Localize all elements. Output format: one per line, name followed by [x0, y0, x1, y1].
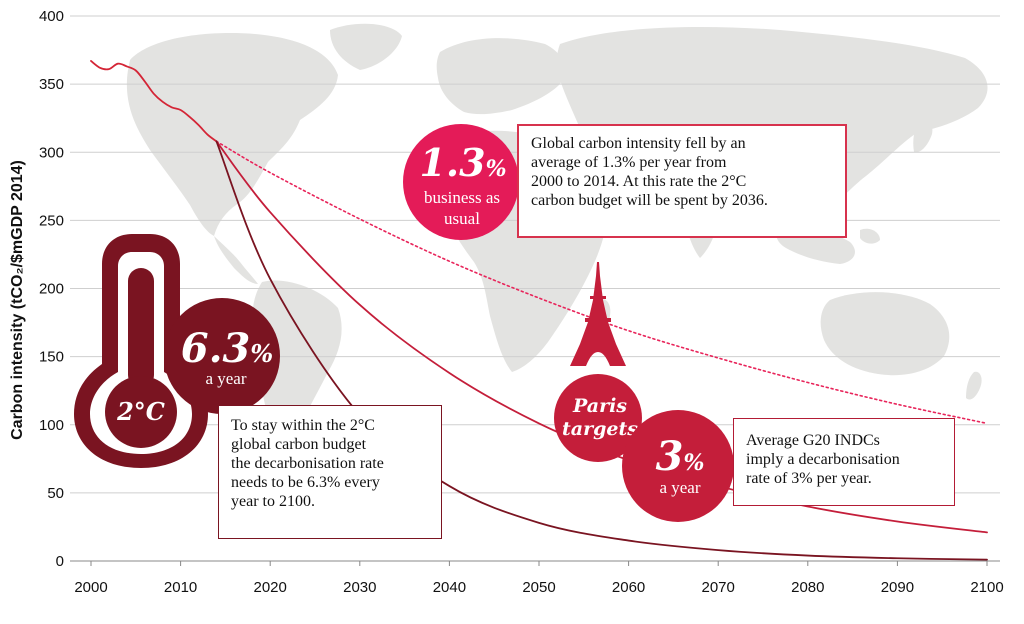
- rate-circle-1-3-value: 1.3%: [419, 140, 506, 185]
- y-tick-label: 300: [39, 144, 64, 161]
- rate-6-3-number: 6.3: [181, 325, 251, 372]
- y-tick-label: 50: [47, 485, 64, 502]
- bau-callout-line: carbon budget will be spent by 2036.: [531, 192, 768, 209]
- x-tick-label: 2090: [881, 579, 914, 596]
- bau-line2: usual: [444, 209, 480, 228]
- rate-circle-3-disc: [622, 410, 734, 522]
- rate-circle-6-3-disc: [164, 298, 280, 414]
- bau-callout-box: Global carbon intensity fell by an avera…: [517, 124, 847, 238]
- two-c-callout-line: To stay within the 2°C: [231, 417, 375, 434]
- eiffel-tower-icon: [570, 262, 626, 366]
- two-c-callout-box: To stay within the 2°C global carbon bud…: [218, 405, 442, 539]
- x-tick-label: 2080: [791, 579, 824, 596]
- x-tick-label: 2060: [612, 579, 645, 596]
- series-two-c-line: [215, 140, 988, 561]
- bau-callout-line: 2000 to 2014. At this rate the 2°C: [531, 173, 747, 190]
- two-c-callout-line: the decarbonisation rate: [231, 455, 384, 472]
- two-c-callout-line: needs to be 6.3% every: [231, 474, 380, 491]
- paris-callout-box: Average G20 INDCs imply a decarbonisatio…: [733, 418, 955, 506]
- rate-circle-6-3: 6.3% a year: [164, 298, 280, 414]
- paris-line1: Paris: [572, 395, 627, 417]
- x-tick-label: 2030: [343, 579, 376, 596]
- two-c-label: 2°C: [116, 397, 165, 426]
- rate-1-3-number: 1.3: [419, 140, 485, 185]
- rate-3-sub: a year: [659, 478, 700, 497]
- paris-callout-line: imply a decarbonisation: [746, 451, 900, 468]
- rate-1-3-percent: %: [486, 156, 507, 182]
- rate-circle-1-3-disc: [403, 124, 519, 240]
- paris-targets-disc: [554, 374, 642, 462]
- rate-6-3-percent: %: [250, 339, 273, 368]
- y-tick-label: 350: [39, 76, 64, 93]
- bau-line1: business as: [424, 188, 500, 207]
- y-tick-label: 150: [39, 349, 64, 366]
- y-tick-label: 250: [39, 212, 64, 229]
- y-tick-label: 100: [39, 417, 64, 434]
- bau-callout-line: average of 1.3% per year from: [531, 154, 727, 171]
- x-tick-label: 2100: [970, 579, 1003, 596]
- thermometer-icon: [74, 234, 208, 468]
- rate-3-number: 3: [656, 433, 684, 480]
- paris-callout-line: Average G20 INDCs: [746, 432, 880, 449]
- series-historical-line: [90, 60, 218, 143]
- x-tick-label: 2000: [74, 579, 107, 596]
- x-tick-label: 2020: [254, 579, 287, 596]
- rate-6-3-sub: a year: [205, 369, 246, 388]
- y-tick-label: 0: [56, 553, 64, 570]
- rate-circle-3: 3% a year: [622, 410, 734, 522]
- x-tick-label: 2070: [702, 579, 735, 596]
- x-tick-label: 2050: [522, 579, 555, 596]
- paris-targets-circle: Paris targets: [554, 374, 642, 462]
- bau-callout-line: Global carbon intensity fell by an: [531, 135, 746, 152]
- series-business-as-usual-line: [215, 140, 988, 425]
- x-axis: 2000 2010 2020 2030 2040 2050 2060 2070 2080 2090…: [74, 561, 1004, 596]
- rate-circle-6-3-value: 6.3%: [181, 325, 273, 372]
- two-c-callout-line: global carbon budget: [231, 436, 367, 453]
- rate-circle-1-3: 1.3% business as usual: [403, 124, 519, 240]
- x-tick-label: 2040: [433, 579, 466, 596]
- rate-circle-3-value: 3%: [656, 433, 705, 480]
- paris-line2: targets: [562, 418, 638, 440]
- y-axis: 0 50 100 150 200 250 300 350 400: [39, 8, 64, 570]
- y-tick-label: 400: [39, 8, 64, 25]
- y-axis-label: Carbon intensity (tCO₂/$mGDP 2014): [9, 160, 26, 440]
- y-tick-label: 200: [39, 281, 64, 298]
- rate-3-percent: %: [683, 450, 704, 476]
- x-tick-label: 2010: [164, 579, 197, 596]
- two-c-callout-line: year to 2100.: [231, 493, 315, 510]
- paris-callout-line: rate of 3% per year.: [746, 470, 872, 487]
